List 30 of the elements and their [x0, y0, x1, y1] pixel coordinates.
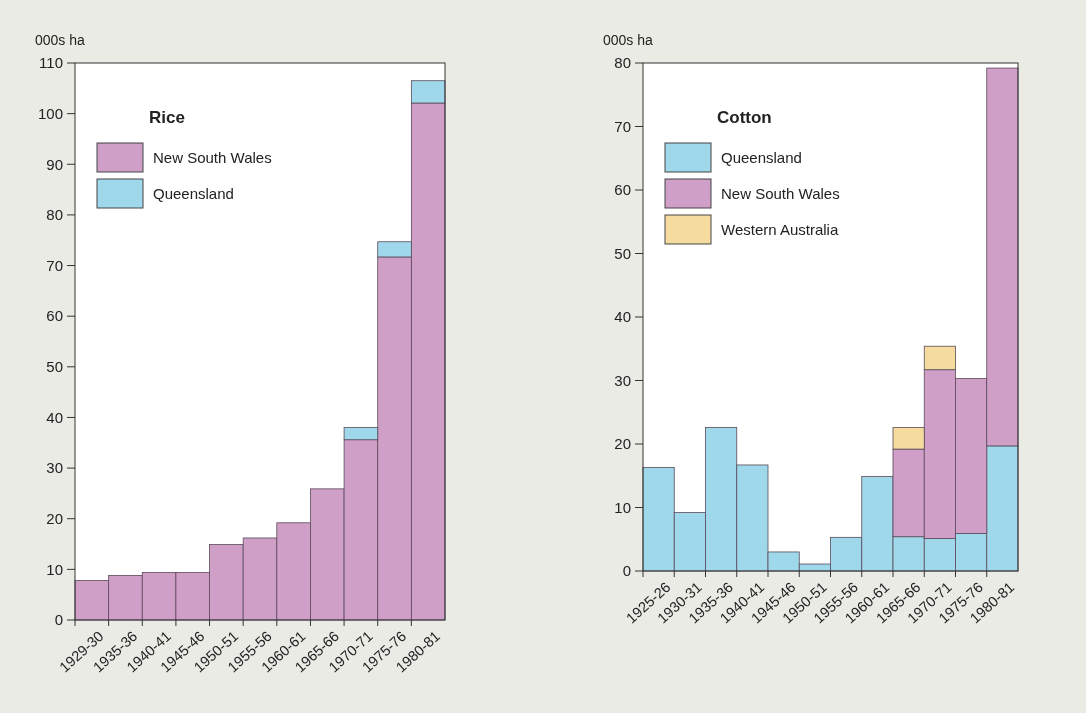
y-tick-label: 60 [46, 307, 63, 325]
y-tick-label: 50 [614, 244, 631, 262]
legend-label: Queensland [721, 149, 802, 167]
y-tick-label: 60 [614, 181, 631, 199]
y-tick-label: 0 [622, 562, 631, 580]
y-tick-label: 20 [46, 509, 63, 527]
y-tick-label: 10 [614, 498, 631, 516]
y-tick-label: 20 [614, 435, 631, 453]
legend-label: New South Wales [721, 185, 840, 203]
y-tick-label: 110 [39, 54, 63, 72]
y-tick-label: 40 [46, 408, 63, 426]
y-tick-label: 90 [46, 155, 63, 173]
y-tick-label: 40 [614, 308, 631, 326]
y-tick-label: 80 [46, 206, 63, 224]
y-axis-title: 000s ha [603, 32, 654, 48]
legend-label: New South Wales [153, 149, 272, 167]
y-tick-label: 30 [46, 459, 63, 477]
y-tick-label: 50 [46, 358, 63, 376]
y-tick-label: 0 [54, 611, 63, 629]
legend-label: Western Australia [721, 221, 839, 239]
y-tick-label: 10 [46, 560, 63, 578]
legend-title: Rice [149, 108, 185, 127]
y-tick-label: 80 [614, 54, 631, 72]
legend-label: Queensland [153, 185, 234, 203]
y-axis-title: 000s ha [35, 32, 86, 48]
y-tick-label: 30 [614, 371, 631, 389]
y-tick-label: 70 [46, 256, 63, 274]
legend-title: Cotton [717, 108, 772, 127]
y-tick-label: 70 [614, 117, 631, 135]
y-tick-label: 100 [37, 104, 63, 122]
